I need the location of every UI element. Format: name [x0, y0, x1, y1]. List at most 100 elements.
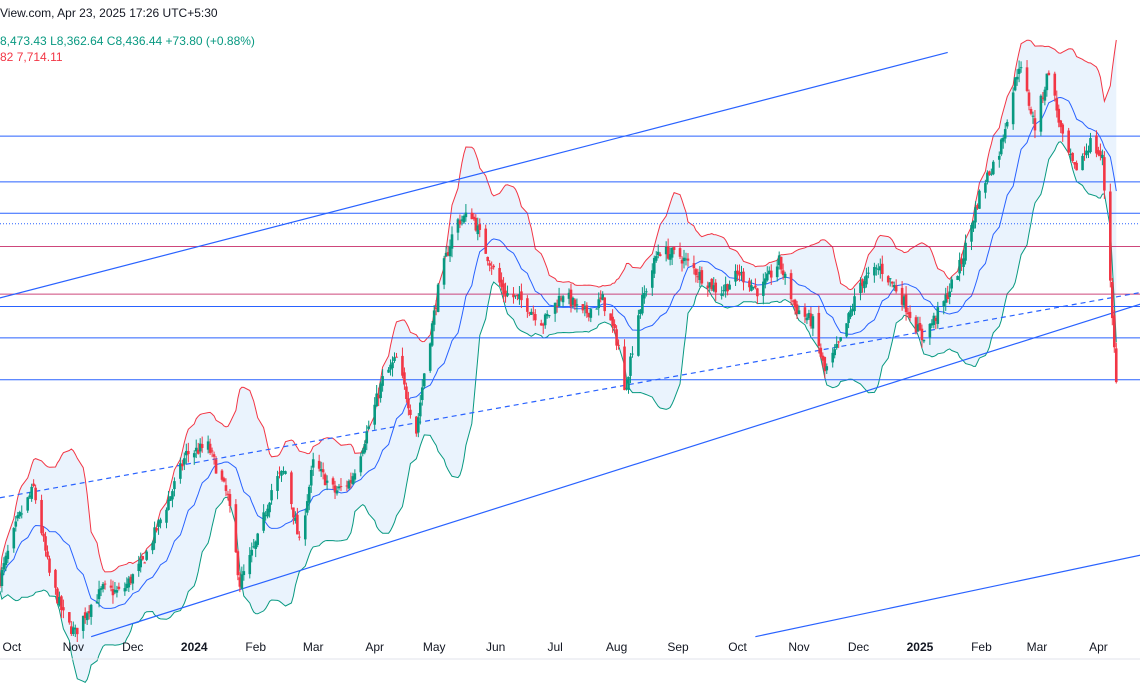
candle: [331, 476, 335, 490]
candle-body: [879, 266, 882, 271]
candle-body: [1003, 129, 1007, 139]
candle-body: [603, 297, 606, 312]
candle-body: [1039, 95, 1043, 132]
candle: [972, 220, 975, 232]
candle: [777, 251, 781, 270]
candle-body: [81, 615, 85, 631]
candle: [666, 238, 670, 260]
candle-body: [319, 469, 323, 472]
candle: [557, 287, 561, 307]
candle: [532, 305, 535, 321]
candle-body: [988, 171, 991, 175]
candle: [906, 307, 910, 318]
candle-body: [109, 585, 113, 588]
candle-body: [85, 613, 89, 621]
candle: [4, 552, 8, 572]
candle: [317, 454, 321, 472]
candle: [627, 376, 630, 394]
candle: [754, 278, 757, 290]
candle: [240, 566, 244, 590]
candle-body: [303, 515, 307, 540]
candle: [68, 612, 71, 625]
candle-body: [867, 272, 870, 274]
candle: [617, 339, 620, 350]
candle: [42, 526, 45, 542]
candle: [603, 297, 606, 317]
candle-body: [853, 296, 856, 312]
candle-body: [666, 246, 670, 259]
candle: [167, 490, 170, 511]
candle-body: [974, 207, 977, 223]
candle-body: [1099, 151, 1102, 157]
candle-body: [407, 398, 410, 409]
candle: [1061, 122, 1065, 142]
candle-body: [978, 190, 981, 209]
indicator-value-a: 82: [0, 50, 14, 64]
candle: [284, 470, 287, 475]
candle: [762, 273, 765, 305]
candle: [928, 323, 932, 345]
candle-body: [242, 571, 246, 576]
candle-body: [629, 356, 632, 376]
candle-body: [641, 294, 644, 314]
ohlc-readout: 8,473.43 L8,362.64 C8,436.44 +73.80 (+0.…: [0, 34, 255, 48]
candle: [1089, 132, 1092, 154]
candle: [916, 316, 920, 332]
candle-body: [502, 283, 505, 295]
candle-body: [228, 494, 232, 506]
candle-body: [918, 322, 922, 331]
candle: [472, 213, 476, 221]
candle: [793, 298, 797, 315]
chart-source-timestamp: View.com, Apr 23, 2025 17:26 UTC+5:30: [0, 6, 218, 20]
candle: [805, 313, 809, 325]
candle: [1043, 86, 1047, 106]
candle: [462, 214, 466, 225]
candle-body: [420, 387, 424, 401]
candle: [409, 404, 412, 419]
candle: [157, 518, 160, 535]
x-tick-label: Apr: [1089, 640, 1108, 654]
candle-body: [488, 263, 491, 266]
candle-body: [819, 347, 823, 357]
candle-body: [541, 324, 545, 326]
candle-body: [143, 562, 146, 564]
candle: [276, 470, 279, 500]
candle-body: [234, 504, 238, 553]
candle-body: [284, 471, 287, 474]
candle-body: [906, 312, 910, 315]
candle-body: [238, 577, 242, 587]
candle: [867, 266, 870, 279]
candle-body: [42, 533, 45, 537]
candle-body: [944, 294, 948, 303]
candle-body: [309, 469, 313, 486]
candle-body: [825, 366, 829, 371]
lower-band-line: [0, 141, 1117, 683]
x-tick-label: Mar: [303, 640, 324, 654]
candle-body: [613, 324, 616, 329]
candle: [280, 470, 283, 482]
candle-body: [585, 305, 589, 314]
candle: [999, 137, 1003, 157]
candle: [2, 557, 6, 576]
candle: [1110, 277, 1114, 326]
candle: [498, 262, 501, 287]
candle-body: [181, 463, 184, 467]
candle: [877, 263, 880, 275]
candle: [303, 508, 307, 546]
candle-body: [292, 507, 295, 518]
candle-body: [516, 294, 519, 296]
candle-body: [512, 293, 515, 298]
trend-lines: [0, 51, 1140, 638]
candle: [545, 310, 549, 319]
candle-body: [583, 307, 587, 310]
candle-body: [518, 294, 521, 300]
candle: [1112, 309, 1116, 353]
candle: [879, 258, 882, 279]
candle-body: [520, 291, 523, 301]
candle-body: [684, 258, 688, 260]
candle: [337, 483, 341, 491]
x-tick-label: May: [423, 640, 446, 654]
candle: [851, 303, 854, 316]
candle-body: [900, 287, 904, 305]
